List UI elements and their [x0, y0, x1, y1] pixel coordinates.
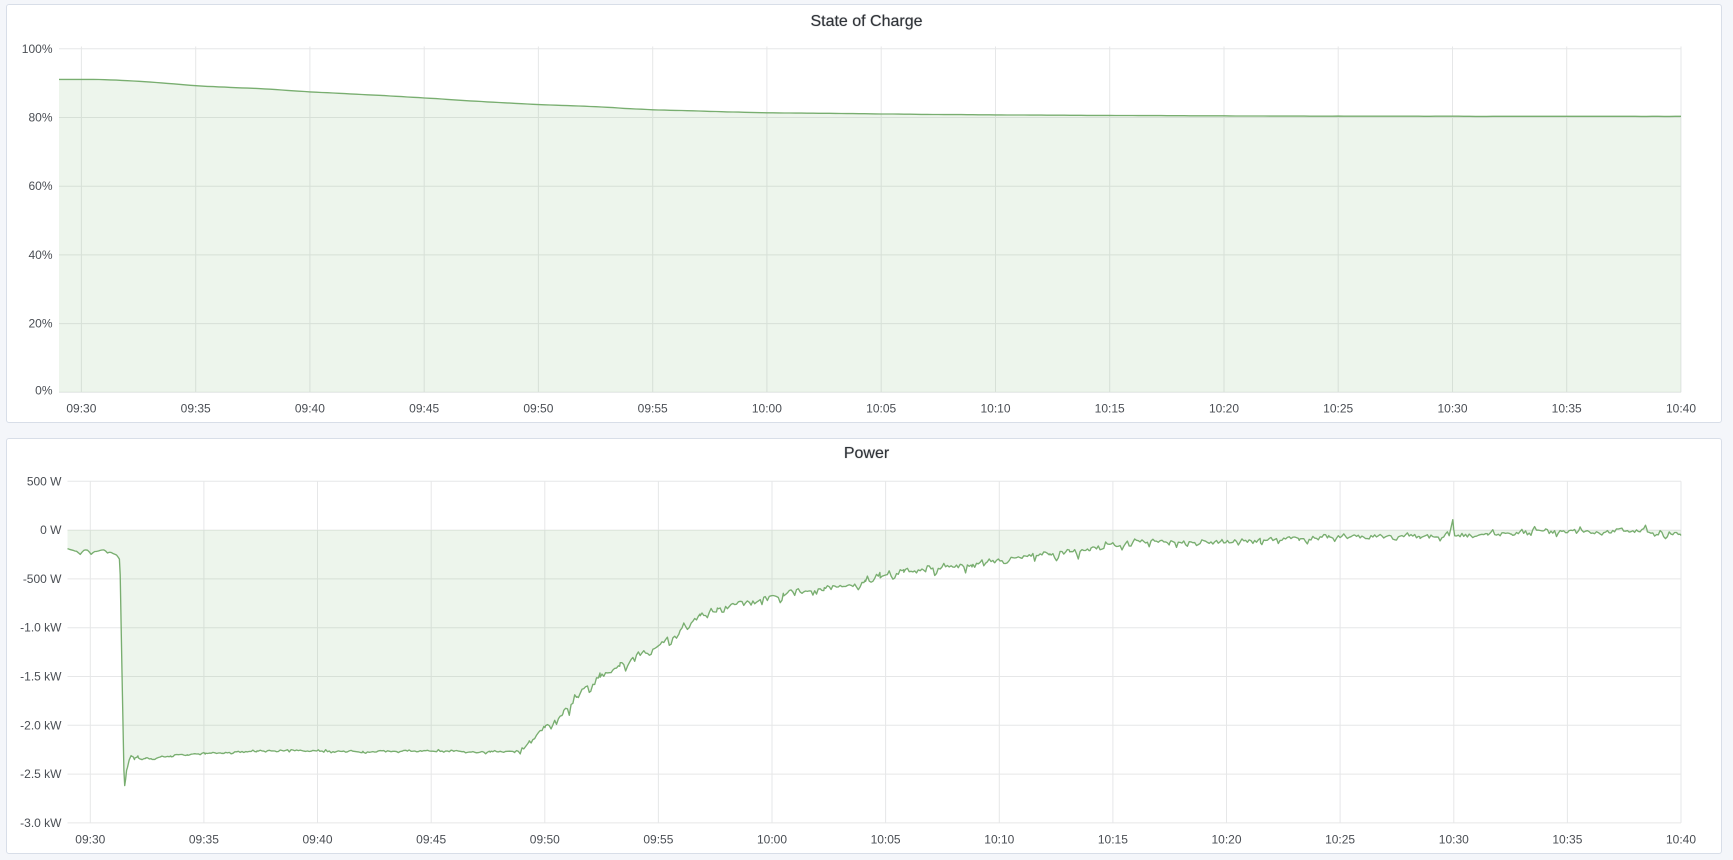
svg-text:09:45: 09:45 [409, 401, 439, 415]
svg-text:09:45: 09:45 [416, 833, 446, 847]
svg-text:09:30: 09:30 [66, 401, 96, 415]
svg-text:500 W: 500 W [27, 474, 62, 488]
svg-text:10:35: 10:35 [1552, 401, 1582, 415]
svg-text:80%: 80% [28, 111, 52, 125]
svg-text:40%: 40% [28, 248, 52, 262]
svg-text:09:40: 09:40 [302, 833, 332, 847]
svg-text:10:05: 10:05 [871, 833, 901, 847]
svg-text:09:55: 09:55 [643, 833, 673, 847]
svg-text:20%: 20% [28, 317, 52, 331]
svg-text:09:35: 09:35 [189, 833, 219, 847]
svg-text:09:55: 09:55 [638, 401, 668, 415]
svg-text:-1.0 kW: -1.0 kW [20, 621, 62, 635]
svg-text:09:35: 09:35 [181, 401, 211, 415]
svg-text:10:00: 10:00 [757, 833, 787, 847]
svg-text:100%: 100% [22, 42, 53, 56]
svg-text:60%: 60% [28, 179, 52, 193]
svg-text:10:35: 10:35 [1552, 833, 1582, 847]
svg-text:-500 W: -500 W [23, 572, 62, 586]
svg-text:-1.5 kW: -1.5 kW [20, 670, 62, 684]
svg-text:10:30: 10:30 [1437, 401, 1467, 415]
svg-text:0 W: 0 W [40, 523, 62, 537]
svg-text:10:10: 10:10 [980, 401, 1010, 415]
svg-text:10:15: 10:15 [1098, 833, 1128, 847]
svg-text:0%: 0% [35, 384, 53, 398]
svg-text:09:30: 09:30 [75, 833, 105, 847]
svg-text:10:30: 10:30 [1439, 833, 1469, 847]
svg-text:-2.0 kW: -2.0 kW [20, 718, 62, 732]
svg-text:10:40: 10:40 [1666, 401, 1696, 415]
svg-text:-3.0 kW: -3.0 kW [20, 816, 62, 830]
svg-text:10:00: 10:00 [752, 401, 782, 415]
svg-text:10:40: 10:40 [1666, 833, 1696, 847]
svg-text:10:10: 10:10 [984, 833, 1014, 847]
svg-text:10:15: 10:15 [1095, 401, 1125, 415]
svg-text:10:25: 10:25 [1323, 401, 1353, 415]
svg-text:09:50: 09:50 [523, 401, 553, 415]
svg-text:09:40: 09:40 [295, 401, 325, 415]
svg-text:10:05: 10:05 [866, 401, 896, 415]
svg-text:09:50: 09:50 [530, 833, 560, 847]
svg-text:-2.5 kW: -2.5 kW [20, 767, 62, 781]
svg-text:10:20: 10:20 [1209, 401, 1239, 415]
svg-text:10:20: 10:20 [1211, 833, 1241, 847]
svg-text:10:25: 10:25 [1325, 833, 1355, 847]
